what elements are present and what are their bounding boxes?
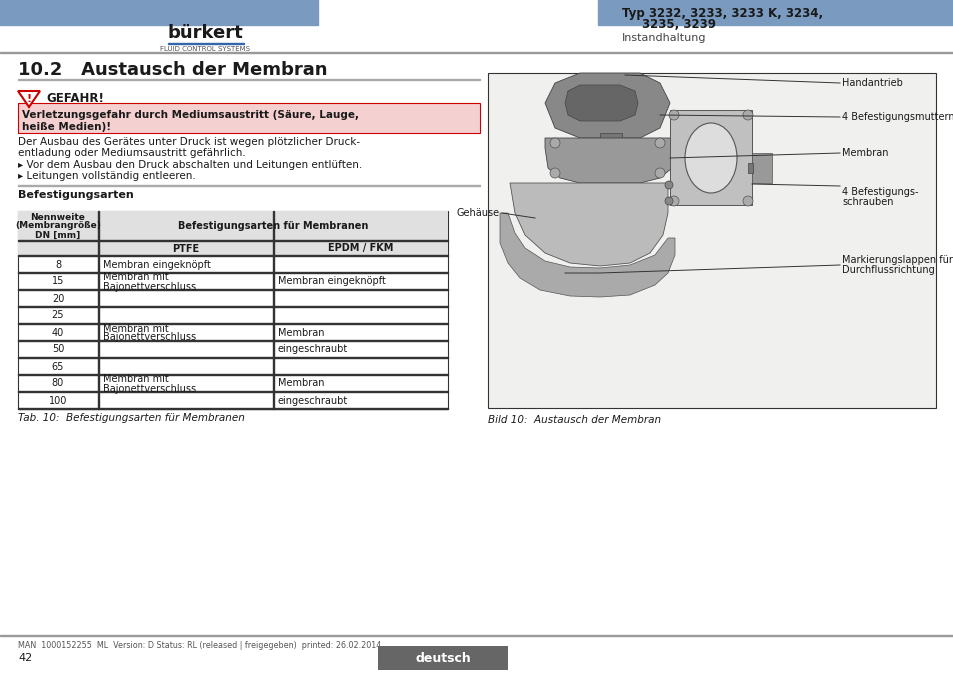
Text: 80: 80 bbox=[51, 378, 64, 388]
Bar bbox=[18, 103, 479, 133]
Text: Bajonettverschluss: Bajonettverschluss bbox=[103, 332, 196, 343]
Text: 4 Befestigungs-: 4 Befestigungs- bbox=[841, 187, 918, 197]
Text: Membran eingeknöpft: Membran eingeknöpft bbox=[277, 277, 385, 287]
Text: 100: 100 bbox=[49, 396, 67, 406]
Bar bbox=[18, 391, 448, 392]
Text: 40: 40 bbox=[51, 328, 64, 337]
Text: 42: 42 bbox=[18, 653, 32, 663]
Bar bbox=[377, 646, 507, 670]
Circle shape bbox=[668, 196, 679, 206]
Bar bbox=[18, 323, 448, 324]
Polygon shape bbox=[510, 183, 667, 266]
Text: Membran mit: Membran mit bbox=[103, 273, 169, 283]
Bar bbox=[18, 185, 479, 186]
Text: Membran: Membran bbox=[277, 328, 324, 337]
Bar bbox=[168, 43, 244, 44]
Text: eingeschraubt: eingeschraubt bbox=[277, 345, 348, 355]
Text: 10.2   Austausch der Membran: 10.2 Austausch der Membran bbox=[18, 61, 327, 79]
Bar bbox=[18, 241, 448, 256]
Text: Membran: Membran bbox=[841, 148, 887, 158]
Text: Instandhaltung: Instandhaltung bbox=[621, 33, 706, 43]
Bar bbox=[747, 163, 752, 173]
Text: ▸ Vor dem Ausbau den Druck abschalten und Leitungen entlüften.: ▸ Vor dem Ausbau den Druck abschalten un… bbox=[18, 160, 362, 170]
Text: 65: 65 bbox=[51, 361, 64, 371]
Text: Der Ausbau des Gerätes unter Druck ist wegen plötzlicher Druck-: Der Ausbau des Gerätes unter Druck ist w… bbox=[18, 137, 359, 147]
Text: schrauben: schrauben bbox=[841, 197, 893, 207]
Bar bbox=[18, 211, 448, 241]
Polygon shape bbox=[544, 138, 675, 183]
Polygon shape bbox=[544, 73, 669, 138]
Text: deutsch: deutsch bbox=[415, 651, 471, 664]
Bar bbox=[598, 0, 953, 25]
Bar bbox=[18, 211, 448, 409]
Circle shape bbox=[742, 196, 752, 206]
Text: 20: 20 bbox=[51, 293, 64, 304]
Text: Markierungslappen für: Markierungslappen für bbox=[841, 255, 952, 265]
Text: Bajonettverschluss: Bajonettverschluss bbox=[103, 281, 196, 291]
Text: Befestigungsarten: Befestigungsarten bbox=[18, 190, 133, 200]
Ellipse shape bbox=[684, 123, 737, 193]
Text: entladung oder Mediumsaustritt gefährlich.: entladung oder Mediumsaustritt gefährlic… bbox=[18, 148, 246, 158]
Bar bbox=[0, 635, 953, 636]
Text: Tab. 10:  Befestigungsarten für Membranen: Tab. 10: Befestigungsarten für Membranen bbox=[18, 413, 245, 423]
Text: FLUID CONTROL SYSTEMS: FLUID CONTROL SYSTEMS bbox=[160, 46, 250, 52]
Text: PTFE: PTFE bbox=[172, 244, 199, 254]
Bar bbox=[599, 133, 621, 153]
Polygon shape bbox=[18, 91, 40, 107]
Bar bbox=[18, 255, 448, 256]
Text: Membran mit: Membran mit bbox=[103, 324, 169, 334]
Text: Membran eingeknöpft: Membran eingeknöpft bbox=[103, 260, 211, 269]
Circle shape bbox=[742, 110, 752, 120]
Bar bbox=[18, 357, 448, 358]
Text: 25: 25 bbox=[51, 310, 64, 320]
Bar bbox=[18, 306, 448, 307]
Circle shape bbox=[550, 168, 559, 178]
Text: MAN  1000152255  ML  Version: D Status: RL (released | freigegeben)  printed: 26: MAN 1000152255 ML Version: D Status: RL … bbox=[18, 641, 381, 649]
Text: GEFAHR!: GEFAHR! bbox=[46, 92, 104, 106]
Bar bbox=[0, 52, 953, 53]
Text: Typ 3232, 3233, 3233 K, 3234,: Typ 3232, 3233, 3233 K, 3234, bbox=[621, 7, 822, 20]
Bar bbox=[669, 110, 751, 205]
Text: 3235, 3239: 3235, 3239 bbox=[641, 18, 716, 32]
Bar bbox=[751, 153, 771, 183]
Text: bürkert: bürkert bbox=[167, 24, 243, 42]
Text: Membran mit: Membran mit bbox=[103, 374, 169, 384]
Polygon shape bbox=[499, 213, 675, 297]
Polygon shape bbox=[564, 85, 638, 121]
Text: Durchflussrichtung: Durchflussrichtung bbox=[841, 265, 934, 275]
Text: Bajonettverschluss: Bajonettverschluss bbox=[103, 384, 196, 394]
Text: Gehäuse: Gehäuse bbox=[456, 208, 499, 218]
Text: Nennweite: Nennweite bbox=[30, 213, 86, 223]
Circle shape bbox=[664, 181, 672, 189]
Bar bbox=[488, 73, 935, 408]
Bar bbox=[0, 0, 317, 25]
Bar bbox=[18, 240, 448, 241]
Text: heiße Medien)!: heiße Medien)! bbox=[22, 122, 111, 132]
Bar bbox=[18, 289, 448, 290]
Circle shape bbox=[668, 110, 679, 120]
Text: EPDM / FKM: EPDM / FKM bbox=[328, 244, 393, 254]
Bar bbox=[18, 374, 448, 375]
Circle shape bbox=[655, 168, 664, 178]
Text: Verletzungsgefahr durch Mediumsaustritt (Säure, Lauge,: Verletzungsgefahr durch Mediumsaustritt … bbox=[22, 110, 358, 120]
Circle shape bbox=[655, 138, 664, 148]
Text: (Membrangröße): (Membrangröße) bbox=[15, 221, 101, 230]
Text: Handantrieb: Handantrieb bbox=[841, 78, 902, 88]
Text: ▸ Leitungen vollständig entleeren.: ▸ Leitungen vollständig entleeren. bbox=[18, 171, 195, 181]
Text: Befestigungsarten für Membranen: Befestigungsarten für Membranen bbox=[177, 221, 368, 231]
Circle shape bbox=[550, 138, 559, 148]
Text: 15: 15 bbox=[51, 277, 64, 287]
Text: 50: 50 bbox=[51, 345, 64, 355]
Text: Bild 10:  Austausch der Membran: Bild 10: Austausch der Membran bbox=[488, 415, 660, 425]
Circle shape bbox=[664, 197, 672, 205]
Text: eingeschraubt: eingeschraubt bbox=[277, 396, 348, 406]
Text: 8: 8 bbox=[55, 260, 61, 269]
Text: 4 Befestigungsmuttern: 4 Befestigungsmuttern bbox=[841, 112, 953, 122]
Bar bbox=[18, 79, 479, 80]
Text: Membran: Membran bbox=[277, 378, 324, 388]
Text: DN [mm]: DN [mm] bbox=[35, 230, 81, 240]
Text: !: ! bbox=[27, 94, 31, 104]
